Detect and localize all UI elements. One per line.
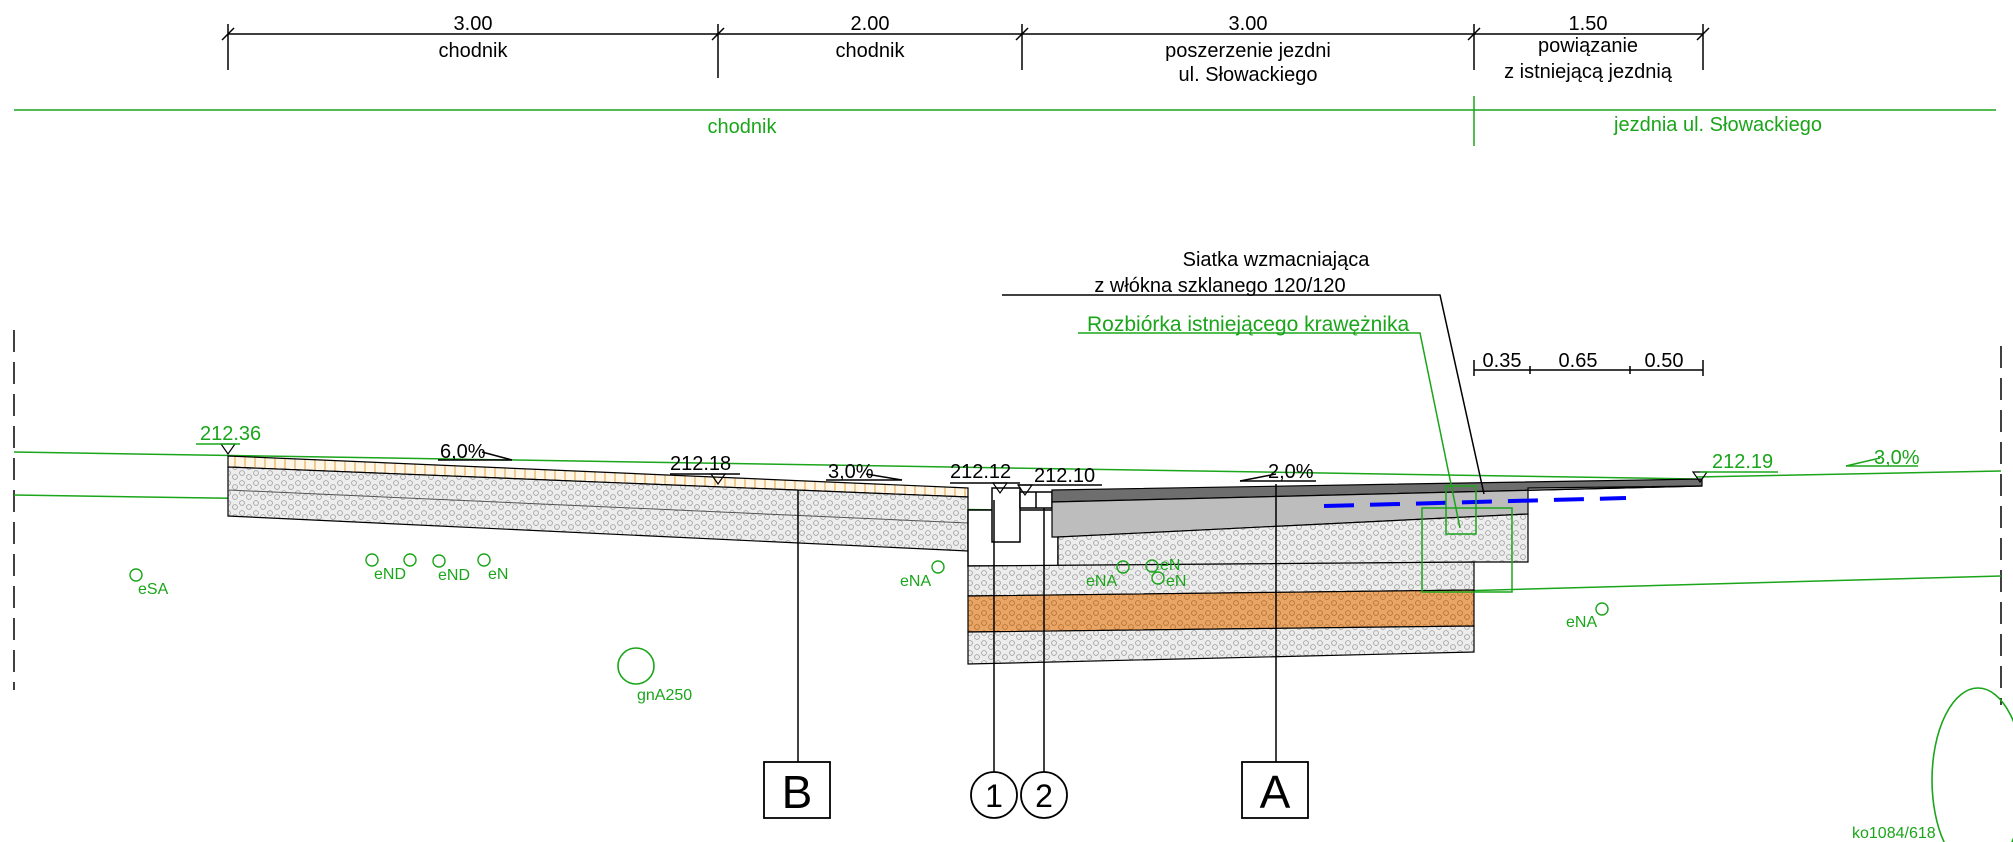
slope-2: 3,0%	[828, 461, 874, 483]
elevation-curb1: 212.12	[950, 461, 1011, 483]
dim-1-value: 3.00	[454, 13, 493, 35]
slope-1: 6,0%	[440, 441, 486, 463]
small-dimension-chain: 0.35 0.65 0.50	[1473, 350, 1704, 376]
utility-ena-2: eNA	[1086, 573, 1117, 590]
zone-left-label: chodnik	[708, 116, 778, 138]
utility-ena-3: eNA	[1566, 614, 1597, 631]
dim-2-label: chodnik	[836, 40, 906, 62]
road-structure	[967, 478, 1703, 665]
marker-2: 2	[1035, 778, 1053, 814]
utility-en-1: eN	[488, 566, 508, 583]
marker-1: 1	[985, 778, 1003, 814]
elevation-mid: 212.18	[670, 453, 731, 475]
dim-1-label: chodnik	[439, 40, 509, 62]
slope-3: 2,0%	[1268, 461, 1314, 483]
dim-3-label2: ul. Słowackiego	[1179, 64, 1318, 86]
utility-gna250: gnA250	[637, 687, 692, 704]
utility-end-1: eND	[374, 566, 406, 583]
small-dim-2: 0.65	[1559, 350, 1598, 372]
zone-line: chodnik jezdnia ul. Słowackiego	[14, 96, 1996, 146]
reference-markers: B 1 2 A	[763, 484, 1309, 819]
marker-a: A	[1260, 766, 1291, 818]
dim-4-value: 1.50	[1569, 13, 1608, 35]
dim-2-value: 2.00	[851, 13, 890, 35]
dim-4-label2: z istniejącą jezdnią	[1504, 61, 1673, 83]
slope-marks: 6,0% 3,0% 2,0% 3,0%	[438, 441, 1920, 483]
small-dim-3: 0.50	[1645, 350, 1684, 372]
slope-4: 3,0%	[1874, 447, 1920, 469]
marker-b: B	[782, 766, 813, 818]
dim-3-label: poszerzenie jezdni	[1165, 40, 1331, 62]
elevation-marks: 212.36 212.18 212.12 212.10 212.19	[196, 423, 1778, 497]
curb-structure	[967, 487, 1059, 567]
small-dim-1: 0.35	[1483, 350, 1522, 372]
utility-end-2: eND	[438, 567, 470, 584]
utility-marks: eSA eND eND eN eNA eNA eN eN eNA gnA250	[129, 553, 2013, 842]
zone-right-label: jezdnia ul. Słowackiego	[1613, 114, 1822, 136]
elevation-curb2: 212.10	[1034, 465, 1095, 487]
mesh-callout-line2: z włókna szklanego 120/120	[1094, 275, 1345, 297]
sheet-id: ko1084/618	[1852, 825, 1936, 842]
reinforcement-mesh	[1323, 496, 1627, 508]
dim-3-value: 3.00	[1229, 13, 1268, 35]
utility-en-2: eN	[1160, 557, 1180, 574]
curb-demolition-callout: Rozbiórka istniejącego krawężnika	[1087, 313, 1409, 336]
mesh-callout-line1: Siatka wzmacniająca	[1183, 249, 1371, 271]
elevation-left: 212.36	[200, 423, 261, 445]
utility-en-3: eN	[1166, 573, 1186, 590]
utility-esa: eSA	[138, 581, 169, 598]
demolition-outline	[1002, 294, 1513, 593]
dim-4-label: powiązanie	[1538, 35, 1638, 57]
utility-ena-1: eNA	[900, 573, 931, 590]
elevation-right: 212.19	[1712, 451, 1773, 473]
top-dimension-chain: 3.00 chodnik 2.00 chodnik 3.00 poszerzen…	[221, 13, 1710, 86]
